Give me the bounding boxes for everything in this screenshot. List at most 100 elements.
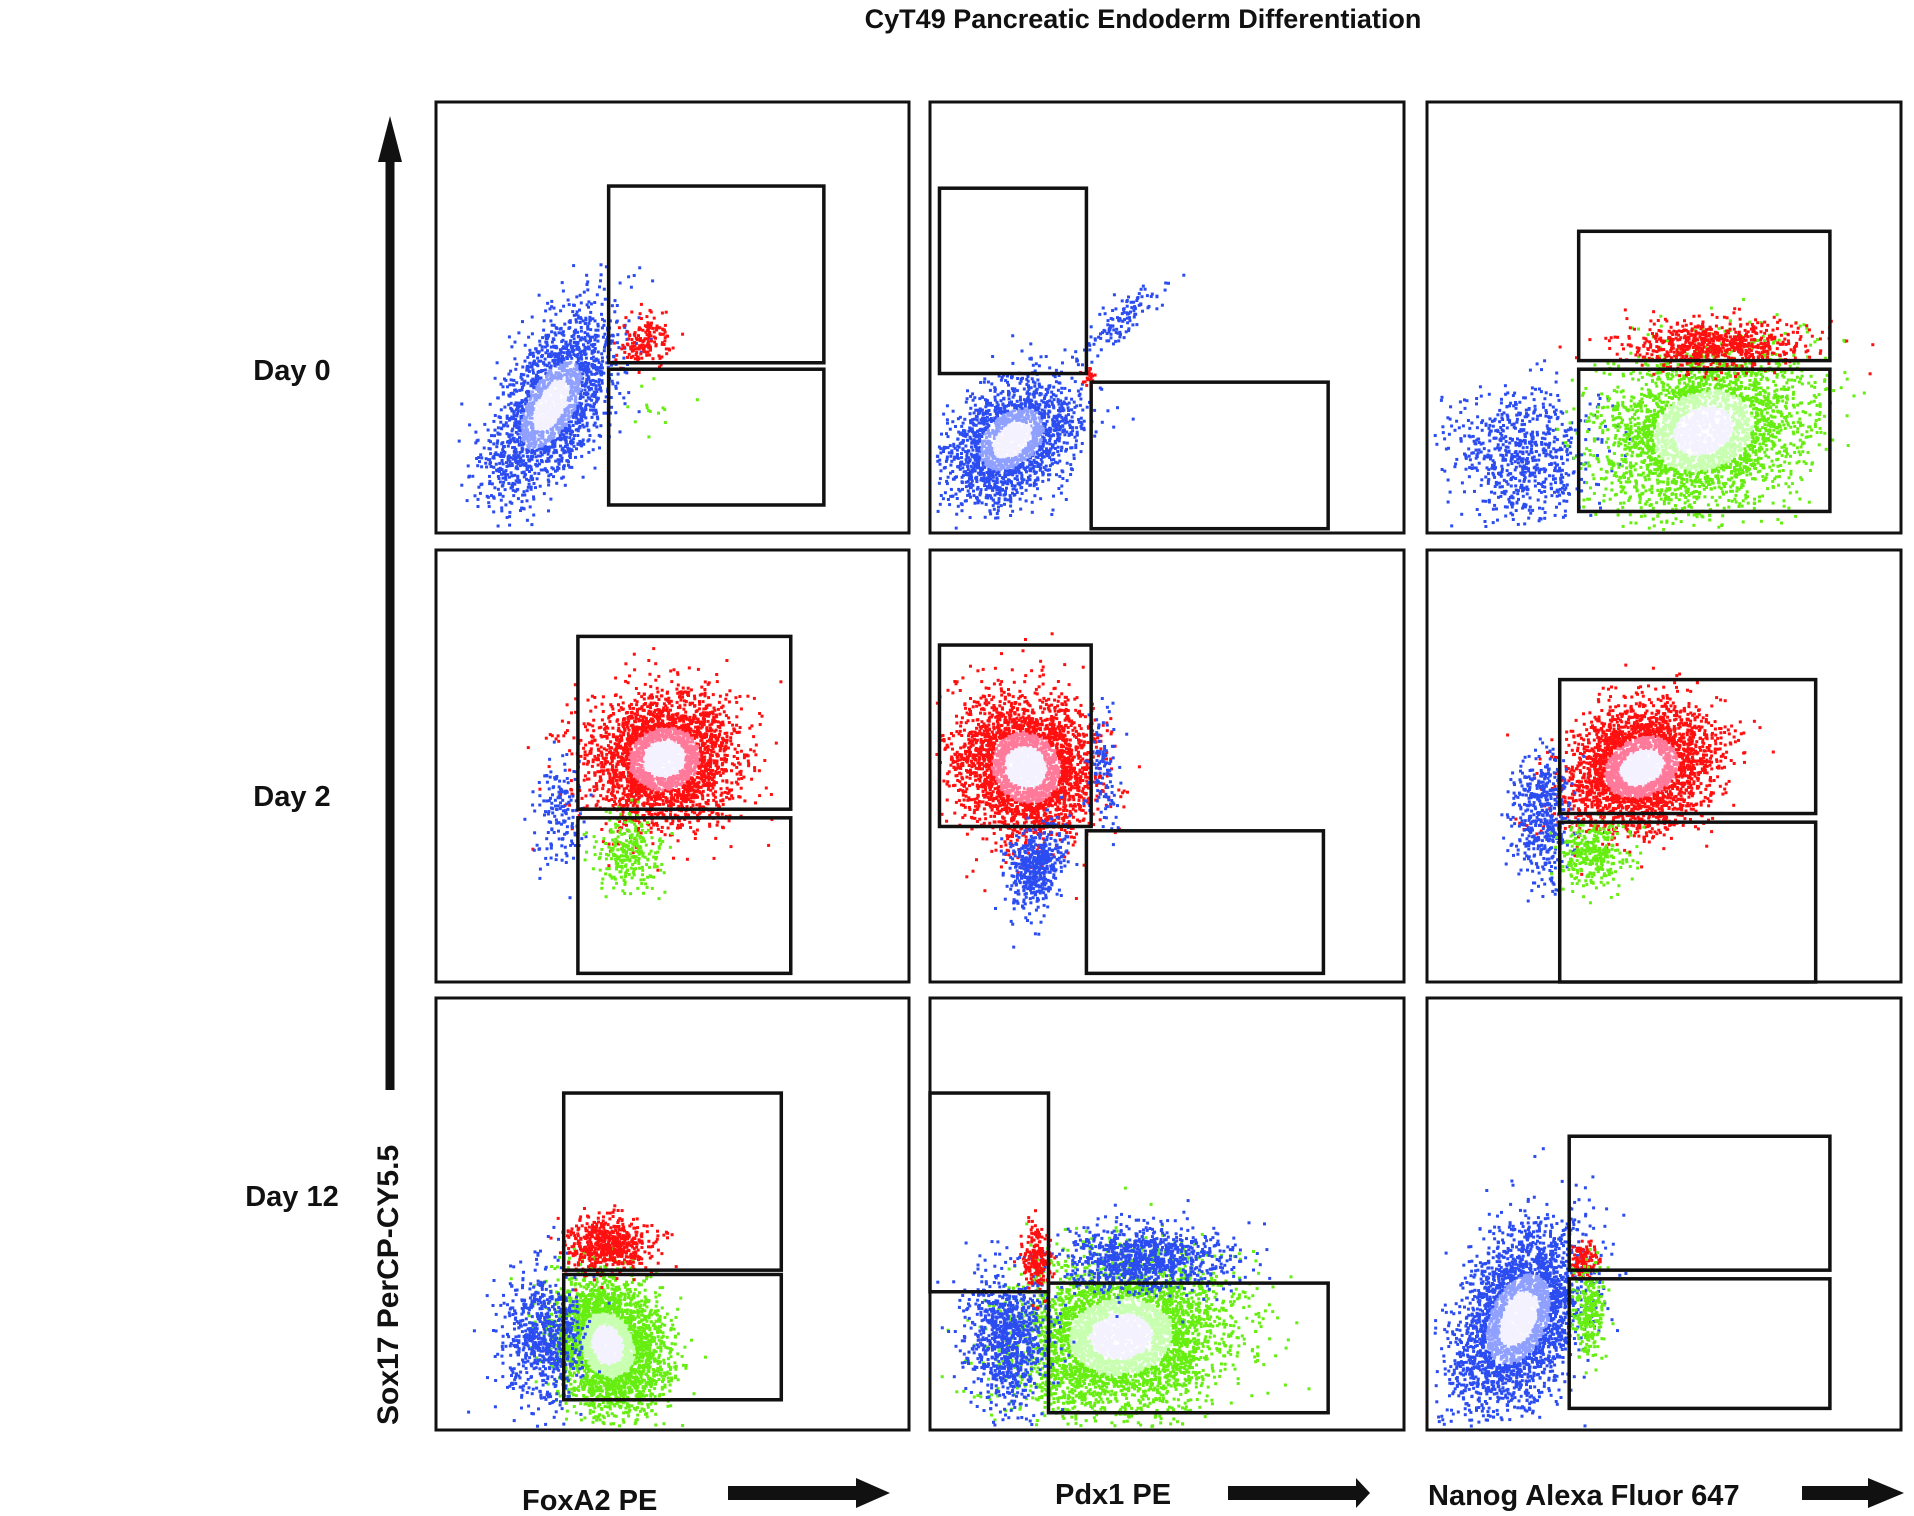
event-dot xyxy=(1002,397,1006,401)
event-dot xyxy=(1003,410,1007,413)
event-dot xyxy=(569,388,573,392)
event-dot xyxy=(949,494,953,498)
event-dot xyxy=(504,503,508,507)
event-dot xyxy=(554,312,558,316)
event-dot xyxy=(1004,440,1008,444)
event-dot xyxy=(488,479,492,483)
event-dot xyxy=(987,480,991,484)
event-dot xyxy=(1067,401,1071,405)
event-dot xyxy=(949,463,953,467)
event-dot xyxy=(1027,434,1031,438)
event-dot xyxy=(571,404,575,408)
event-dot xyxy=(1099,336,1103,340)
event-dot xyxy=(585,273,589,277)
event-dot xyxy=(1530,386,1534,390)
event-dot xyxy=(1071,355,1074,359)
event-dot xyxy=(1037,427,1041,431)
event-dot xyxy=(600,356,604,360)
event-dot xyxy=(1056,461,1060,465)
event-dot xyxy=(542,442,545,446)
event-dot xyxy=(529,455,533,459)
event-dot xyxy=(567,372,571,376)
event-dot xyxy=(1073,435,1077,439)
event-dot xyxy=(526,364,529,368)
event-dot xyxy=(573,403,577,407)
event-dot xyxy=(967,484,971,488)
event-dot xyxy=(558,405,562,409)
event-dot xyxy=(681,332,685,336)
event-dot xyxy=(520,404,524,408)
event-dot xyxy=(1056,450,1060,453)
event-dot xyxy=(1570,436,1573,440)
event-dot xyxy=(507,440,511,444)
event-dot xyxy=(1551,405,1555,409)
event-dot xyxy=(1021,376,1024,380)
event-dot xyxy=(1053,420,1057,424)
event-dot xyxy=(525,477,529,481)
event-dot xyxy=(613,299,617,303)
event-dot xyxy=(999,504,1003,508)
event-dot xyxy=(574,375,578,379)
event-dot xyxy=(957,445,961,449)
event-dot xyxy=(648,330,652,334)
event-dot xyxy=(988,388,992,392)
event-dot xyxy=(569,345,573,349)
event-dot xyxy=(1069,463,1073,467)
event-dot xyxy=(992,453,996,456)
event-dot xyxy=(563,408,567,412)
event-dot xyxy=(1001,450,1005,454)
event-dot xyxy=(1060,404,1064,408)
event-dot xyxy=(1039,458,1043,462)
event-dot xyxy=(1548,403,1552,407)
event-dot xyxy=(1455,457,1459,461)
event-dot xyxy=(1044,355,1048,358)
event-dot xyxy=(572,264,576,268)
event-dot xyxy=(532,497,536,501)
event-dot xyxy=(1018,425,1022,429)
event-dot xyxy=(1071,419,1075,423)
event-dot xyxy=(991,488,995,492)
event-dot xyxy=(548,411,552,415)
event-dot xyxy=(505,414,509,418)
event-dot xyxy=(1182,273,1186,277)
event-dot xyxy=(987,424,991,428)
event-dot xyxy=(1160,303,1164,307)
event-dot xyxy=(1019,429,1023,433)
event-dot xyxy=(664,310,668,314)
event-dot xyxy=(997,424,1001,428)
event-dot xyxy=(969,406,973,410)
event-dot xyxy=(937,481,941,485)
event-dot xyxy=(1518,413,1522,417)
event-dot xyxy=(550,323,554,327)
event-dot xyxy=(637,347,641,351)
event-dot xyxy=(557,462,561,466)
event-dot xyxy=(1025,377,1029,381)
event-dot xyxy=(961,448,965,452)
event-dot xyxy=(576,442,580,446)
event-dot xyxy=(605,338,609,342)
event-dot xyxy=(580,380,584,384)
event-dot xyxy=(985,436,989,439)
event-dot xyxy=(546,394,550,397)
event-dot xyxy=(980,439,984,443)
event-dot xyxy=(1051,443,1055,447)
event-dot xyxy=(1023,402,1027,405)
event-dot xyxy=(541,435,545,438)
event-dot xyxy=(592,390,596,394)
event-dot xyxy=(1552,447,1556,451)
event-dot xyxy=(1544,468,1548,472)
event-dot xyxy=(574,400,577,404)
event-dot xyxy=(1007,437,1011,441)
event-dot xyxy=(590,356,593,360)
event-dot xyxy=(545,428,549,431)
event-dot xyxy=(511,481,515,485)
event-dot xyxy=(572,393,576,397)
event-dot xyxy=(563,483,567,487)
event-dot xyxy=(466,464,470,468)
event-dot xyxy=(615,319,619,323)
event-dot xyxy=(1031,450,1034,454)
event-dot xyxy=(950,449,954,453)
event-dot xyxy=(1545,452,1549,456)
event-dot xyxy=(989,441,993,445)
event-dot xyxy=(600,352,604,356)
